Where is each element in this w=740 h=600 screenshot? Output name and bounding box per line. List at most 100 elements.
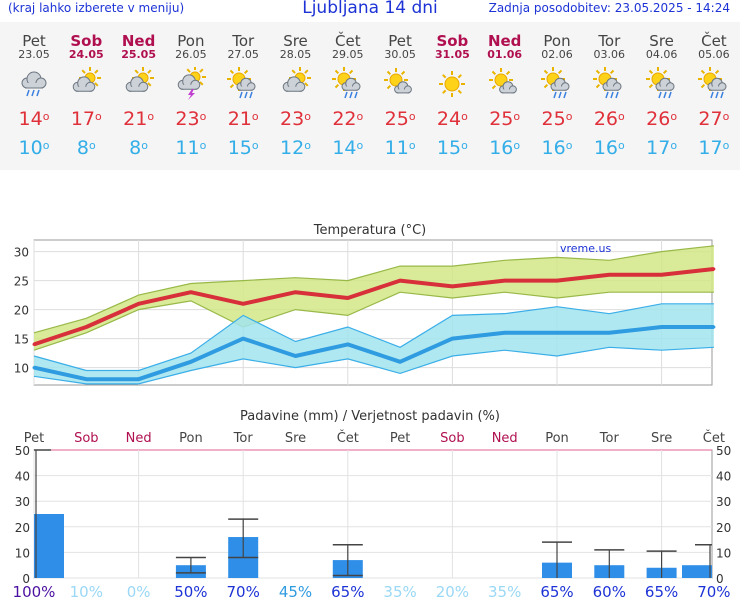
precipitation-tick-label-right: 30: [716, 495, 731, 509]
day-name: Čet: [701, 32, 727, 50]
min-temperature-point: [555, 331, 559, 335]
high-temperature: 21o: [227, 108, 259, 130]
max-temperature-point: [189, 290, 193, 294]
precipitation-tick-label-right: 50: [716, 444, 731, 458]
max-temperature-point: [555, 279, 559, 283]
day-column: Pet 30.05 25o 11o: [374, 22, 426, 158]
max-band-lower-edge: [33, 291, 714, 351]
location-menu-hint[interactable]: (kraj lahko izberete v meniju): [8, 1, 185, 15]
day-column: Pon 26.05 23o 11o: [165, 22, 217, 159]
sun-rain-icon: [540, 67, 574, 101]
max-band-upper-edge: [33, 245, 714, 334]
day-column: Ned 01.06 25o 16o: [479, 22, 531, 159]
precipitation-probability-label: 65%: [645, 583, 678, 600]
temperature-tick-label: 30: [14, 246, 29, 260]
last-updated: Zadnja posodobitev: 23.05.2025 - 14:24: [488, 1, 730, 15]
max-temperature-line: [33, 267, 715, 347]
day-column: Čet 05.06 27o 17o: [688, 22, 740, 158]
day-column: Sre 04.06 26o 17o: [636, 22, 688, 158]
high-temperature: 27o: [698, 108, 730, 130]
precipitation-day-label: Ned: [126, 431, 152, 446]
max-temperature-point: [712, 267, 716, 271]
sun-cloud-icon: [383, 67, 417, 101]
precipitation-probability-label: 20%: [436, 583, 469, 600]
header: (kraj lahko izberete v meniju) Ljubljana…: [0, 0, 740, 22]
min-temperature-point: [137, 377, 141, 381]
sun-rain-icon: [697, 67, 731, 101]
min-temperature-point: [241, 337, 245, 341]
max-temperature-range-band: [34, 245, 714, 351]
low-temperature: 8o: [76, 137, 96, 159]
precipitation-day-label: Čet: [703, 430, 725, 446]
temperature-tick-label: 25: [14, 275, 29, 289]
low-temperature: 15o: [436, 137, 468, 159]
precipitation-day-label: Pon: [179, 431, 203, 446]
sun-rain-icon: [331, 67, 365, 101]
day-date: 04.06: [645, 48, 678, 61]
sun-icon: [435, 67, 469, 101]
precipitation-day-label: Tor: [233, 431, 254, 446]
precipitation-bar: [34, 514, 64, 578]
precipitation-probability-label: 45%: [279, 583, 312, 600]
day-column: Tor 27.05 21o 15o: [217, 22, 269, 158]
precipitation-bar: [682, 565, 712, 578]
min-temperature-point: [607, 331, 611, 335]
max-temperature-point: [398, 279, 402, 283]
high-temperature: 26o: [593, 108, 625, 130]
high-temperature: 17o: [70, 108, 102, 130]
max-temperature-point: [660, 273, 664, 277]
min-temperature-point: [294, 354, 297, 358]
high-temperature: 14o: [18, 108, 50, 130]
precipitation-day-label: Ned: [492, 431, 518, 446]
day-column: Tor 03.06 26o 16o: [583, 22, 635, 158]
min-temperature-point: [398, 360, 402, 364]
day-column: Čet 29.05 22o 14o: [322, 22, 374, 158]
high-temperature: 25o: [489, 108, 521, 130]
day-date: 26.05: [175, 48, 207, 61]
low-temperature: 8o: [129, 137, 148, 159]
high-temperature: 21o: [123, 108, 155, 130]
precipitation-tick-label-left: 10: [15, 546, 30, 560]
day-name: Pet: [388, 32, 412, 50]
low-temperature: 16o: [489, 137, 521, 159]
sun-rain-icon: [226, 67, 260, 101]
day-date: 02.06: [541, 48, 573, 61]
low-temperature: 17o: [698, 137, 730, 159]
min-temperature-point: [189, 360, 193, 364]
day-date: 23.05: [18, 48, 50, 61]
day-name: Pon: [543, 32, 571, 50]
precipitation-day-label: Pet: [24, 431, 44, 446]
temperature-chart: Temperatura (°C) 10 15 20 25 30 vreme.us: [14, 223, 716, 386]
precipitation-tick-label-right: 10: [716, 546, 731, 560]
partly-cloudy-icon: [122, 67, 156, 101]
min-temperature-range-band: [34, 303, 714, 384]
min-temperature-point: [32, 366, 36, 370]
day-date: 31.05: [434, 48, 470, 61]
precipitation-probability-label: 70%: [697, 583, 730, 600]
max-temperature-point: [503, 279, 507, 283]
day-name: Sre: [283, 32, 308, 50]
low-temperature: 12o: [280, 137, 311, 159]
high-temperature: 25o: [541, 108, 573, 130]
low-temperature: 17o: [646, 137, 678, 159]
day-date: 05.06: [698, 48, 730, 61]
precipitation-probability-label: 100%: [13, 583, 56, 600]
temperature-chart-title: Temperatura (°C): [313, 223, 426, 238]
precipitation-probability-label: 70%: [227, 583, 260, 600]
high-temperature: 25o: [384, 108, 416, 130]
sun-rain-icon: [592, 67, 626, 101]
day-name: Pon: [177, 32, 205, 50]
precipitation-day-label: Sob: [440, 431, 464, 446]
daily-forecast-strip: Pet 23.05 14o 10o Sob 24.05 17o 8o Ned 25.05 21o 8o…: [0, 22, 740, 170]
partly-cloudy-icon: [69, 67, 103, 101]
min-temperature-point: [450, 337, 454, 341]
min-temperature-point: [712, 325, 716, 329]
precipitation-probability-label: 0%: [127, 583, 151, 600]
day-column: Pet 23.05 14o 10o: [8, 22, 60, 159]
precipitation-day-label: Sob: [74, 431, 98, 446]
day-name: Sob: [70, 32, 103, 50]
day-date: 25.05: [121, 48, 156, 61]
temperature-tick-label: 20: [14, 304, 29, 318]
precipitation-tick-label-right: 0: [716, 572, 724, 586]
precipitation-probability-label: 65%: [331, 583, 364, 600]
